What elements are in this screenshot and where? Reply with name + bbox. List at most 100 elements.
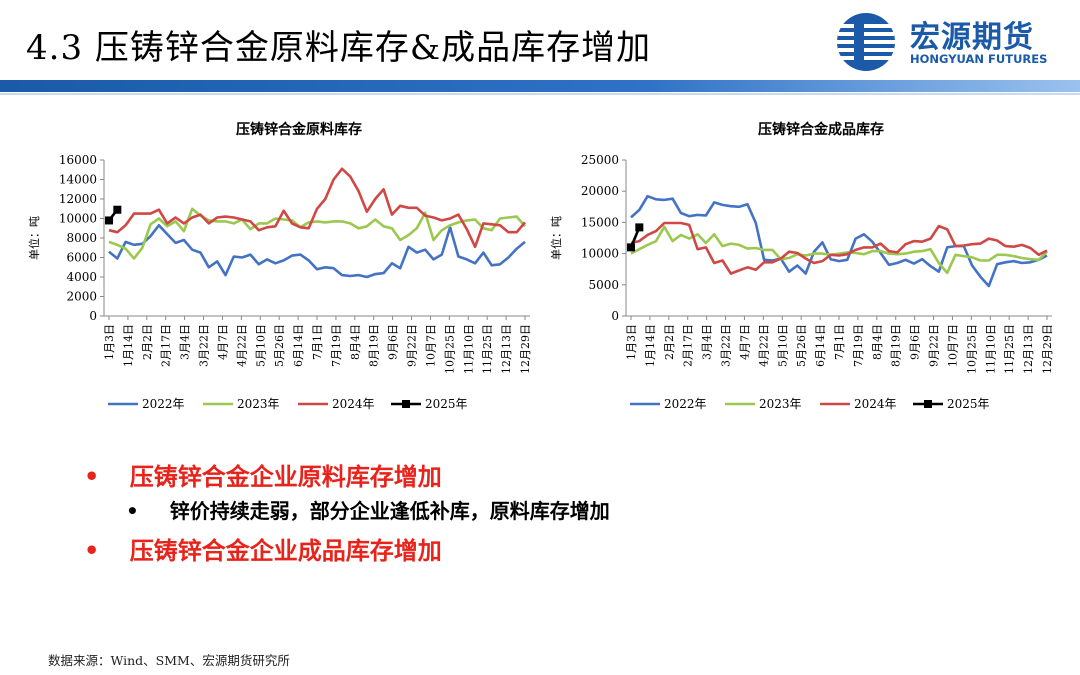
x-tick-label: 4月22日 xyxy=(235,324,248,367)
legend-label: 2023年 xyxy=(237,397,280,411)
x-tick-label: 7月1日 xyxy=(833,324,846,360)
x-tick-label: 9月6日 xyxy=(909,324,922,360)
bullet-item-raw: • 压铸锌合金企业原料库存增加 xyxy=(84,457,442,492)
y-tick-label: 14000 xyxy=(59,173,97,187)
bullet-text-raw: 压铸锌合金企业原料库存增加 xyxy=(129,462,442,491)
y-tick-label: 4000 xyxy=(66,270,97,284)
legend-label: 2024年 xyxy=(332,397,375,411)
series-line-2022年 xyxy=(108,224,526,279)
y-tick-label: 6000 xyxy=(66,251,97,265)
x-tick-label: 2月2日 xyxy=(663,324,676,360)
bullet-marker: • xyxy=(84,462,100,491)
x-tick-label: 1月3日 xyxy=(103,324,116,360)
legend-label: 2022年 xyxy=(142,397,185,411)
legend-label: 2024年 xyxy=(854,397,897,411)
legend-label: 2022年 xyxy=(664,397,707,411)
x-tick-label: 1月14日 xyxy=(644,324,657,367)
x-tick-label: 8月4日 xyxy=(871,324,884,360)
x-tick-label: 12月29日 xyxy=(1041,324,1054,374)
legend-label: 2025年 xyxy=(947,397,990,411)
x-tick-label: 12月13日 xyxy=(500,324,513,374)
x-tick-label: 12月29日 xyxy=(519,324,532,374)
series-line-2023年 xyxy=(630,225,1048,275)
bullet-item-finished: • 压铸锌合金企业成品库存增加 xyxy=(84,531,442,566)
y-tick-label: 25000 xyxy=(581,153,619,167)
x-tick-label: 10月7日 xyxy=(946,324,959,367)
page-title: 4.3 压铸锌合金原料库存&成品库存增加 xyxy=(26,28,652,68)
x-tick-label: 4月7日 xyxy=(738,324,751,360)
x-tick-label: 2月2日 xyxy=(141,324,154,360)
bullet-subitem: • 锌价持续走弱，部分企业逢低补库，原料库存增加 xyxy=(126,495,610,524)
x-tick-label: 5月10日 xyxy=(776,324,789,367)
x-tick-label: 8月4日 xyxy=(349,324,362,360)
bullet-sub-marker: • xyxy=(126,499,139,523)
x-tick-label: 10月25日 xyxy=(965,324,978,374)
y-tick-label: 10000 xyxy=(581,247,619,261)
x-tick-label: 8月19日 xyxy=(368,324,381,367)
x-tick-label: 7月1日 xyxy=(311,324,324,360)
series-point-2025 xyxy=(635,223,644,232)
logo-emblem-icon xyxy=(837,13,895,71)
series-point-2025 xyxy=(113,205,122,214)
y-axis-label: 单位：吨 xyxy=(549,216,563,260)
legend-marker xyxy=(924,400,932,408)
chart-title: 压铸锌合金原料库存 xyxy=(236,121,362,138)
x-tick-label: 6月14日 xyxy=(292,324,305,367)
series-point-2025 xyxy=(105,216,113,225)
x-tick-label: 1月14日 xyxy=(122,324,135,367)
x-tick-label: 11月10日 xyxy=(462,324,475,374)
y-tick-label: 2000 xyxy=(66,290,97,304)
bullet-sub-text: 锌价持续走弱，部分企业逢低补库，原料库存增加 xyxy=(169,499,610,523)
x-tick-label: 5月26日 xyxy=(273,324,286,367)
chart-title: 压铸锌合金成品库存 xyxy=(758,121,884,138)
series-line-2023年 xyxy=(108,207,526,260)
bullet-text-finished: 压铸锌合金企业成品库存增加 xyxy=(129,536,442,565)
y-tick-label: 5000 xyxy=(588,278,619,292)
x-tick-label: 7月19日 xyxy=(852,324,865,367)
logo-name-en: HONGYUAN FUTURES xyxy=(910,52,1048,66)
company-logo: 宏源期货 HONGYUAN FUTURES xyxy=(832,10,1072,74)
series-line-2022年 xyxy=(630,194,1048,288)
bullet-marker: • xyxy=(84,536,100,565)
y-tick-label: 8000 xyxy=(66,231,97,245)
series-point-2025 xyxy=(627,243,635,252)
x-tick-label: 6月14日 xyxy=(814,324,827,367)
x-tick-label: 9月6日 xyxy=(387,324,400,360)
series-line-2024年 xyxy=(108,167,526,249)
x-tick-label: 11月25日 xyxy=(481,324,494,374)
x-tick-label: 3月22日 xyxy=(720,324,733,367)
series-line-2024年 xyxy=(630,221,1048,275)
y-tick-label: 0 xyxy=(611,309,619,323)
header-bar xyxy=(0,80,1080,92)
x-tick-label: 4月22日 xyxy=(757,324,770,367)
x-tick-label: 11月25日 xyxy=(1003,324,1016,374)
y-tick-label: 20000 xyxy=(581,184,619,198)
y-axis-label: 单位：吨 xyxy=(27,216,41,260)
y-tick-label: 10000 xyxy=(59,212,97,226)
x-tick-label: 1月3日 xyxy=(625,324,638,360)
x-tick-label: 3月4日 xyxy=(701,324,714,360)
x-tick-label: 5月10日 xyxy=(254,324,267,367)
header-divider xyxy=(0,93,1080,95)
x-tick-label: 2月17日 xyxy=(682,324,695,367)
legend-label: 2025年 xyxy=(425,397,468,411)
x-tick-label: 3月22日 xyxy=(198,324,211,367)
logo-name-cn: 宏源期货 xyxy=(910,20,1034,55)
x-tick-label: 8月19日 xyxy=(890,324,903,367)
y-tick-label: 0 xyxy=(89,309,97,323)
x-tick-label: 9月22日 xyxy=(928,324,941,367)
x-tick-label: 12月13日 xyxy=(1022,324,1035,374)
x-tick-label: 4月7日 xyxy=(216,324,229,360)
x-tick-label: 10月25日 xyxy=(443,324,456,374)
x-tick-label: 7月19日 xyxy=(330,324,343,367)
x-tick-label: 5月26日 xyxy=(795,324,808,367)
x-tick-label: 11月10日 xyxy=(984,324,997,374)
legend-marker xyxy=(402,400,410,408)
chart-finished-inventory: 压铸锌合金成品库存单位：吨 0 5000 10000 15000 20000 25000 1月… xyxy=(542,112,1062,422)
x-tick-label: 10月7日 xyxy=(424,324,437,367)
y-tick-label: 16000 xyxy=(59,153,97,167)
x-tick-label: 2月17日 xyxy=(160,324,173,367)
y-tick-label: 15000 xyxy=(581,215,619,229)
chart-raw-inventory: 压铸锌合金原料库存 单位：吨 0 2000 4000 6000 8000 10000 12000… xyxy=(20,112,540,422)
legend-label: 2023年 xyxy=(759,397,802,411)
